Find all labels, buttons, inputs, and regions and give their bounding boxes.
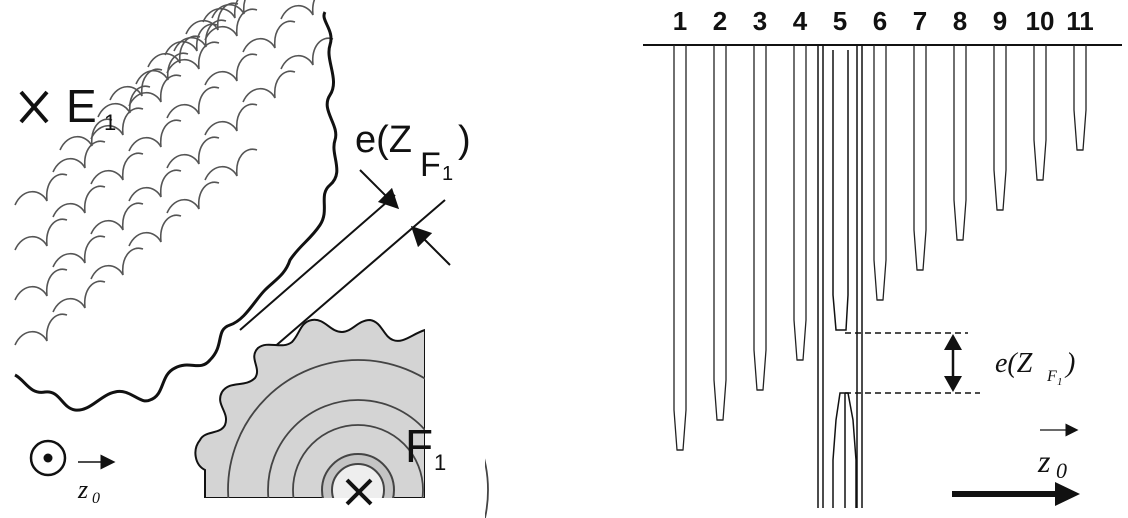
tube-number-4: 4 xyxy=(793,6,808,36)
scale-arc xyxy=(52,140,106,173)
label-e1-sub: 1 xyxy=(104,110,116,135)
scale-arc xyxy=(90,152,144,185)
tube-number-5: 5 xyxy=(833,6,847,36)
thickness-label-right-sub-f: F xyxy=(1046,368,1057,385)
tube-6 xyxy=(873,45,887,301)
scale-arc xyxy=(166,136,220,169)
tube-10 xyxy=(1033,45,1047,181)
e1-boundary xyxy=(14,11,339,412)
tube-2 xyxy=(713,45,727,421)
scale-arc xyxy=(280,37,334,70)
axis-label-right-sub: 0 xyxy=(1056,458,1067,483)
tube-number-7: 7 xyxy=(913,6,927,36)
scale-arc xyxy=(164,23,218,56)
scale-arc xyxy=(204,148,258,181)
tube-number-1: 1 xyxy=(673,6,687,36)
gap-line-lower xyxy=(264,199,446,356)
scale-arc xyxy=(128,169,182,202)
scale-arc xyxy=(166,41,220,74)
cross-mark-e1 xyxy=(19,90,49,124)
thickness-label-right-close: ) xyxy=(1064,348,1075,379)
axis-label-left: z xyxy=(77,475,88,504)
scale-arc xyxy=(90,202,144,235)
scale-arc xyxy=(128,74,182,107)
gap-line-upper xyxy=(239,194,396,331)
thickness-label-left: e(Z xyxy=(355,119,412,161)
scale-arc xyxy=(185,2,239,35)
thickness-arrow-top xyxy=(359,169,400,210)
tube-7 xyxy=(913,45,927,271)
label-f1-sub: 1 xyxy=(434,450,446,475)
gear-f1 xyxy=(194,318,489,518)
scale-arc xyxy=(14,268,68,301)
scale-arc xyxy=(52,235,106,268)
scale-arc xyxy=(52,280,106,313)
tube-9 xyxy=(993,45,1007,211)
thickness-label-left-sub-f: F xyxy=(420,146,441,184)
scale-arc xyxy=(202,0,239,23)
tube-number-9: 9 xyxy=(993,6,1007,36)
tube-numbers: 1 2 3 4 5 6 7 8 9 10 11 xyxy=(673,6,1094,36)
tube-number-10: 10 xyxy=(1026,6,1055,36)
scale-arc xyxy=(97,85,151,118)
tube-number-8: 8 xyxy=(953,6,967,36)
axis-label-left-sub: 0 xyxy=(92,490,100,507)
scale-arc xyxy=(14,218,68,251)
scale-arc xyxy=(242,20,296,53)
scale-arc xyxy=(280,0,316,20)
tube-number-11: 11 xyxy=(1066,6,1094,36)
scale-arc xyxy=(147,35,201,68)
tube-number-2: 2 xyxy=(713,6,727,36)
cross-mark-f1 xyxy=(345,478,373,506)
label-f1: F xyxy=(405,420,433,472)
scale-arc xyxy=(166,181,220,214)
tube-5-split xyxy=(817,45,863,508)
tubes xyxy=(673,45,1087,451)
out-of-plane-icon xyxy=(29,439,67,477)
tube-3 xyxy=(753,45,767,391)
scale-arc xyxy=(14,173,68,206)
gear-ring-1 xyxy=(227,359,489,518)
scale-arc xyxy=(204,8,258,41)
scale-arc xyxy=(52,185,106,218)
scale-arc xyxy=(109,68,163,101)
thickness-label-left-close: ) xyxy=(458,119,471,161)
thickness-label-left-sub-1: 1 xyxy=(442,163,453,185)
scale-arc xyxy=(14,313,68,346)
tube-4 xyxy=(793,45,807,361)
tube-number-3: 3 xyxy=(753,6,767,36)
scale-arc xyxy=(90,107,144,140)
tube-8 xyxy=(953,45,967,241)
thickness-label-right-sub-1: 1 xyxy=(1057,376,1063,388)
scale-arc xyxy=(128,214,182,247)
gear-body xyxy=(194,318,426,499)
scale-arc xyxy=(204,53,258,86)
right-panel: 1 2 3 4 5 6 7 8 9 10 11 e(Z F 1 ) z 0 xyxy=(643,6,1122,508)
scale-arc xyxy=(128,119,182,152)
scale-arc xyxy=(90,247,144,280)
scale-arc xyxy=(135,52,189,85)
scale-pattern xyxy=(14,0,334,346)
thickness-arrow-bottom xyxy=(410,225,451,266)
scale-arc xyxy=(211,0,247,19)
scale-arc xyxy=(166,86,220,119)
gear-ring-3 xyxy=(292,424,424,518)
scale-arc xyxy=(173,19,227,52)
axis-label-right: z xyxy=(1037,443,1051,479)
label-e1: E xyxy=(66,80,97,132)
tube-number-6: 6 xyxy=(873,6,887,36)
tube-1 xyxy=(673,45,687,451)
scale-arc xyxy=(242,70,296,103)
tube-11 xyxy=(1073,45,1087,151)
thickness-label-right: e(Z xyxy=(995,348,1033,379)
scale-arc xyxy=(59,118,113,151)
left-panel: E 1 F 1 e(Z F 1 ) z 0 xyxy=(14,0,489,518)
scale-arc xyxy=(204,103,258,136)
